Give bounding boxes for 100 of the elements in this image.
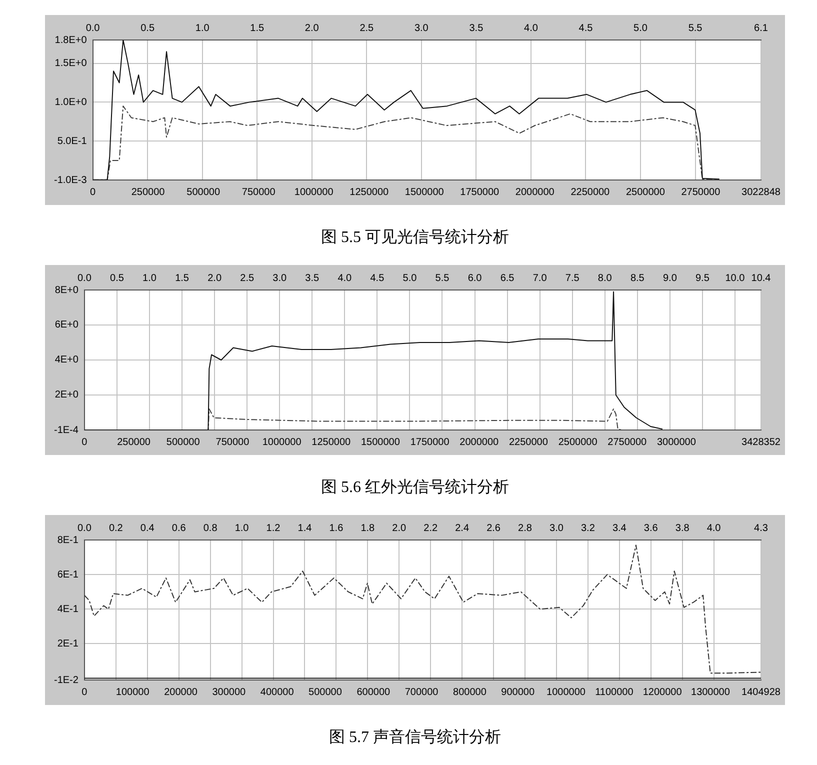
x2-tick-label: 2.6 xyxy=(486,522,501,534)
y-tick-label: 1.8E+0 xyxy=(54,34,88,46)
x2-tick-label: 9.0 xyxy=(662,272,678,284)
x2-tick-label: 0.4 xyxy=(140,522,155,534)
x2-tick-label: 2.8 xyxy=(518,522,532,534)
x2-tick-label: 3.5 xyxy=(305,272,320,284)
x2-tick-label: 9.5 xyxy=(696,272,710,284)
x-tick-label: 1500000 xyxy=(404,186,444,198)
text: 图 5.6 红外光信号统计分析 xyxy=(320,478,510,498)
x-tick-label: 500000 xyxy=(186,186,220,198)
x-tick-label: 2000000 xyxy=(515,186,555,198)
y-tick-label: 4E+0 xyxy=(54,354,79,366)
x2-tick-label: 6.5 xyxy=(500,272,515,284)
y-tick-label: 6E-1 xyxy=(57,569,79,580)
x2-tick-label: 10.4 xyxy=(751,272,772,284)
x2-tick-label: 6.1 xyxy=(754,22,768,34)
x2-tick-label: 3.0 xyxy=(550,522,564,534)
x2-tick-label: 0.2 xyxy=(108,522,124,534)
x2-tick-label: 0.5 xyxy=(110,272,124,284)
x2-tick-label: 0.6 xyxy=(172,522,186,534)
x2-tick-label: 4.3 xyxy=(754,522,768,534)
x2-tick-label: 4.5 xyxy=(578,22,594,34)
x-tick-label: 2250000 xyxy=(508,436,548,448)
text: 图 5.5 可见光信号统计分析 xyxy=(320,228,510,248)
y-tick-label: 5.0E-1 xyxy=(57,136,88,147)
x-tick-label: 500000 xyxy=(166,436,200,448)
line-series xyxy=(84,544,761,674)
x-tick-label: 500000 xyxy=(308,686,342,698)
x-tick-label: 1300000 xyxy=(691,686,730,698)
x2-tick-label: 4.0 xyxy=(338,272,352,284)
x-tick-label: 0 xyxy=(82,686,88,698)
x-tick-label: 100000 xyxy=(116,686,150,698)
y-tick-label: 1.5E+0 xyxy=(54,58,88,70)
text: 图 5.7 声音信号统计分析 xyxy=(328,728,502,748)
x2-tick-label: 1.0 xyxy=(234,522,250,534)
x-tick-label: 200000 xyxy=(164,686,198,698)
x2-tick-label: 5.5 xyxy=(435,272,450,284)
y-tick-label: 8E+0 xyxy=(54,284,79,296)
y-tick-label: 2E+0 xyxy=(54,390,79,401)
x-tick-label: 750000 xyxy=(216,436,250,448)
x-tick-label: 1200000 xyxy=(642,686,682,698)
x-tick-label: 1000000 xyxy=(546,686,586,698)
x2-tick-label: 2.2 xyxy=(424,522,438,534)
x-tick-label: 400000 xyxy=(260,686,294,698)
x-tick-label: 0 xyxy=(90,186,96,198)
x2-tick-label: 2.5 xyxy=(360,22,374,34)
y-tick-label: 1.0E+0 xyxy=(54,96,88,108)
x-tick-label: 700000 xyxy=(404,686,439,698)
x2-tick-label: 7.0 xyxy=(532,272,548,284)
x-tick-label: 250000 xyxy=(117,436,151,448)
x-tick-label: 3022848 xyxy=(742,186,781,198)
x2-tick-label: 5.0 xyxy=(634,22,648,34)
x-tick-label: 1250000 xyxy=(350,186,390,198)
x-tick-label: 2500000 xyxy=(558,436,598,448)
x2-tick-label: 2.4 xyxy=(455,522,470,534)
x2-tick-label: 1.6 xyxy=(329,522,344,534)
x-tick-label: 1000000 xyxy=(262,436,302,448)
x2-tick-label: 1.5 xyxy=(250,22,264,34)
x-tick-label: 3428352 xyxy=(742,436,781,448)
x2-tick-label: 0.8 xyxy=(203,522,218,534)
x2-tick-label: 0.5 xyxy=(140,22,155,34)
x2-tick-label: 8.0 xyxy=(598,272,612,284)
x2-tick-label: 3.0 xyxy=(414,22,429,34)
x-tick-label: 750000 xyxy=(242,186,276,198)
x2-tick-label: 3.6 xyxy=(644,522,658,534)
x-tick-label: 2250000 xyxy=(570,186,610,198)
x-tick-label: 300000 xyxy=(212,686,246,698)
x-tick-label: 1500000 xyxy=(360,436,400,448)
x2-tick-label: 1.4 xyxy=(298,522,312,534)
x2-tick-label: 1.5 xyxy=(175,272,190,284)
x2-tick-label: 2.0 xyxy=(392,522,407,534)
x2-tick-label: 3.5 xyxy=(469,22,484,34)
x-tick-label: 2000000 xyxy=(460,436,500,448)
x2-tick-label: 3.2 xyxy=(580,522,596,534)
x2-tick-label: 0.0 xyxy=(78,522,92,534)
x-tick-label: 1750000 xyxy=(460,186,500,198)
x2-tick-label: 6.0 xyxy=(468,272,482,284)
y-tick-label: 8E-1 xyxy=(57,534,79,546)
x-tick-label: 2750000 xyxy=(681,186,721,198)
x2-tick-label: 4.0 xyxy=(706,522,722,534)
x-tick-label: 1100000 xyxy=(595,686,634,698)
x2-tick-label: 4.0 xyxy=(524,22,538,34)
x2-tick-label: 4.5 xyxy=(370,272,385,284)
x-tick-label: 800000 xyxy=(453,686,487,698)
y-tick-label: 2E-1 xyxy=(57,638,79,650)
x-tick-label: 2750000 xyxy=(608,436,648,448)
x-tick-label: 1750000 xyxy=(410,436,450,448)
x-tick-label: 0 xyxy=(82,436,88,448)
x2-tick-label: 5.0 xyxy=(402,272,418,284)
x2-tick-label: 2.0 xyxy=(208,272,222,284)
x-tick-label: 3000000 xyxy=(657,436,696,448)
y-tick-label: 4E-1 xyxy=(57,604,79,615)
x-tick-label: 250000 xyxy=(131,186,166,198)
x-tick-label: 600000 xyxy=(356,686,391,698)
x2-tick-label: 3.0 xyxy=(272,272,287,284)
x2-tick-label: 7.5 xyxy=(565,272,580,284)
x-tick-label: 2500000 xyxy=(626,186,666,198)
x2-tick-label: 1.8 xyxy=(360,522,376,534)
x2-tick-label: 8.5 xyxy=(630,272,645,284)
x-tick-label: 900000 xyxy=(501,686,535,698)
